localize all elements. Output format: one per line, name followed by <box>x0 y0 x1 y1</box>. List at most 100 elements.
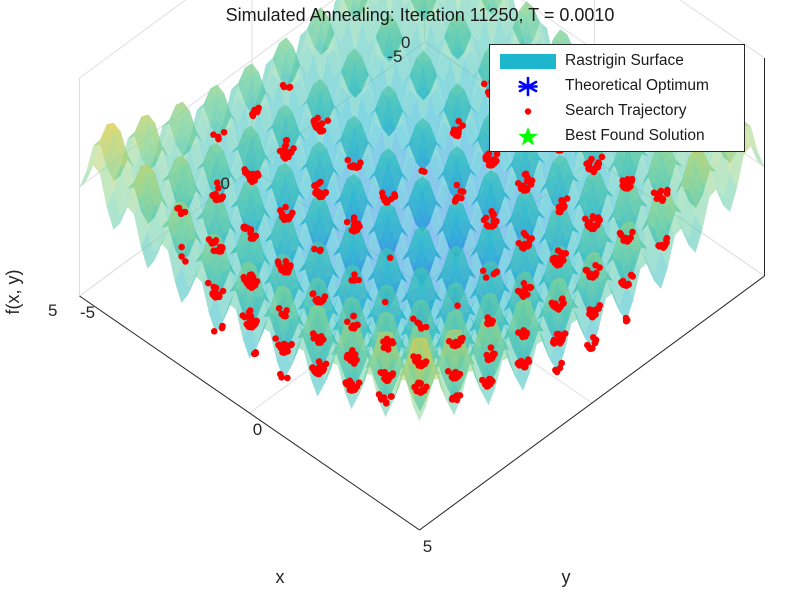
surface-patch <box>366 251 381 300</box>
x-tick-label: -5 <box>387 47 402 66</box>
surface-patch <box>457 18 472 58</box>
surface-patch <box>161 202 175 245</box>
surface-patch <box>229 288 243 310</box>
trajectory-point <box>284 374 291 382</box>
surface-patch <box>395 154 409 203</box>
surface-patch <box>223 150 238 204</box>
trajectory-point <box>351 351 359 358</box>
surface-patch <box>448 282 463 289</box>
surface-patch <box>360 179 375 230</box>
surface-patch <box>558 207 573 241</box>
surface-patch <box>379 284 394 291</box>
surface-patch <box>566 185 580 212</box>
surface-patch <box>347 115 362 128</box>
trajectory-point <box>586 344 593 352</box>
surface-patch <box>389 21 403 61</box>
surface-patch <box>647 226 662 274</box>
surface-patch <box>469 265 483 316</box>
surface-patch <box>291 248 306 273</box>
surface-patch <box>345 296 360 303</box>
trajectory-point <box>521 185 528 193</box>
trajectory-point <box>650 189 658 197</box>
surface-patch <box>332 267 346 315</box>
legend-item-optimum: Theoretical Optimum <box>490 74 744 99</box>
trajectory-point <box>350 222 358 229</box>
surface-patch <box>161 227 175 251</box>
surface-patch <box>401 230 415 280</box>
surface-patch <box>338 321 352 350</box>
trajectory-point <box>622 234 629 242</box>
trajectory-point <box>383 400 390 407</box>
surface-patch <box>428 258 443 283</box>
trajectory-point <box>391 193 399 200</box>
trajectory-point <box>272 335 279 342</box>
trajectory-point <box>239 312 246 319</box>
surface-patch <box>470 118 485 170</box>
surface-patch <box>298 227 313 252</box>
trajectory-point <box>422 323 430 331</box>
tick-labels: -505-505050100 <box>48 33 432 556</box>
surface-patch <box>572 208 587 234</box>
surface-patch <box>648 149 662 184</box>
trajectory-point <box>311 182 318 189</box>
surface-patch <box>441 312 455 342</box>
surface-patch <box>258 104 273 133</box>
surface-patch <box>251 71 266 110</box>
trajectory-point <box>282 137 290 144</box>
surface-patch <box>271 215 285 249</box>
trajectory-point <box>585 223 593 230</box>
surface-patch <box>409 58 424 97</box>
surface-patch <box>270 286 284 317</box>
surface-patch <box>429 181 443 230</box>
surface-patch <box>538 210 552 264</box>
surface-patch <box>242 261 257 269</box>
surface-patch <box>504 174 519 201</box>
surface-patch <box>299 174 313 202</box>
trajectory-point <box>596 264 603 271</box>
surface-patch <box>345 264 360 272</box>
surface-patch <box>668 212 682 236</box>
trajectory-point <box>388 393 395 400</box>
trajectory-point <box>416 359 424 367</box>
surface-patch <box>716 147 731 197</box>
trajectory-point <box>389 339 397 347</box>
surface-patch <box>470 206 484 233</box>
surface-patch <box>437 52 451 82</box>
x-tick-label: 0 <box>221 174 230 193</box>
trajectory-point <box>348 356 356 363</box>
surface-patch <box>477 176 491 212</box>
surface-patch <box>306 146 320 182</box>
surface-patch <box>154 219 169 253</box>
trajectory-point <box>582 266 590 274</box>
trajectory-point <box>290 145 297 152</box>
surface-patch <box>175 155 190 166</box>
surface-patch <box>503 269 518 293</box>
surface-patch <box>320 86 334 124</box>
surface-patch <box>147 205 162 253</box>
surface-patch <box>552 154 567 166</box>
surface-patch <box>368 122 382 151</box>
surface-patch <box>573 156 587 183</box>
surface-patch <box>497 202 512 228</box>
trajectory-point <box>418 167 425 175</box>
surface-patch <box>217 93 231 130</box>
surface-patch <box>675 188 689 213</box>
surface-patch <box>419 338 434 365</box>
surface-patch <box>195 234 209 279</box>
y-tick-label: -5 <box>80 303 95 322</box>
surface-patch <box>407 270 422 302</box>
surface-patch <box>106 190 121 230</box>
trajectory-point <box>285 153 292 161</box>
surface-patch <box>744 120 758 152</box>
surface-patch <box>429 154 444 182</box>
surface-patch <box>600 146 615 174</box>
surface-patch <box>395 184 409 211</box>
surface-patch <box>585 251 600 259</box>
trajectory-point <box>594 164 602 171</box>
surface-patch <box>201 266 216 313</box>
surface-patch <box>326 148 341 199</box>
surface-patch <box>478 52 492 91</box>
surface-patch <box>362 14 376 45</box>
surface-patch <box>408 230 422 264</box>
trajectory-point <box>454 129 462 137</box>
